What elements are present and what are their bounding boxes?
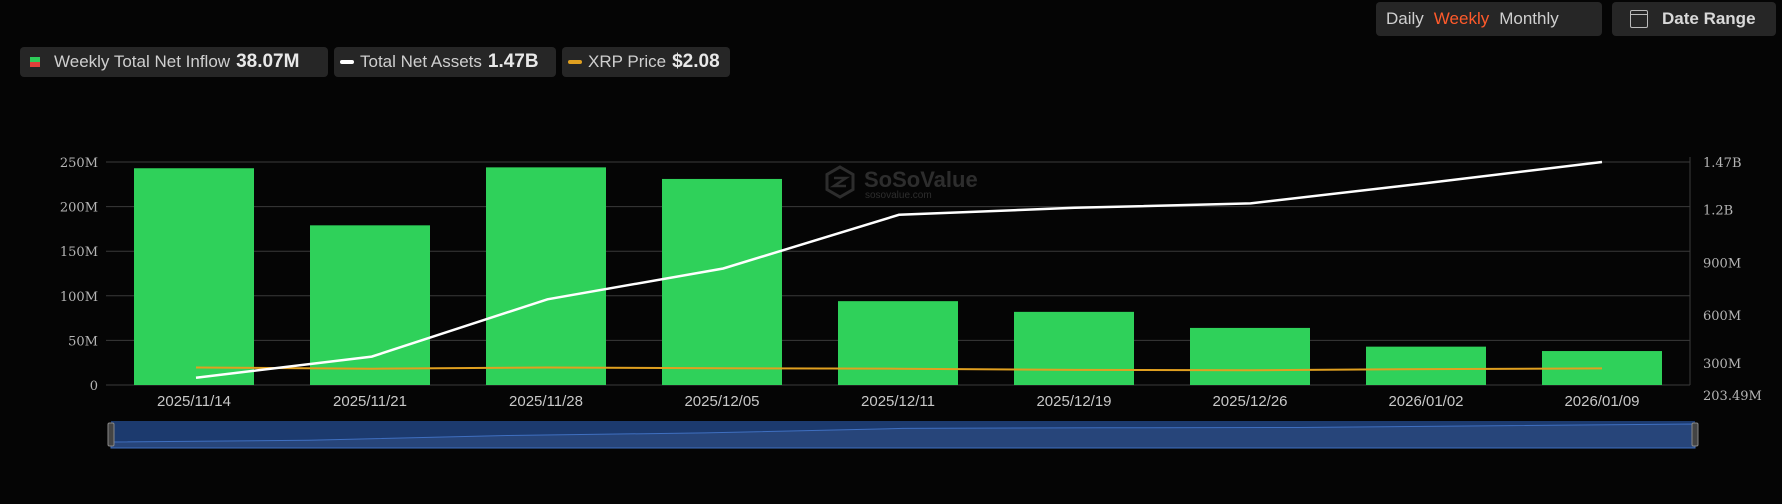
navigator-handle[interactable] xyxy=(1691,422,1699,447)
bar xyxy=(310,225,430,385)
bar xyxy=(1542,351,1662,385)
assets-swatch-icon xyxy=(340,60,354,64)
period-toggle: Daily Weekly Monthly xyxy=(1376,2,1602,36)
gridlines xyxy=(106,157,1691,386)
navigator-selection xyxy=(111,421,1695,448)
date-range-label: Date Range xyxy=(1662,9,1756,28)
legend-inflow[interactable]: Weekly Total Net Inflow 38.07M xyxy=(20,47,328,77)
left-axis-tick-label: 150M xyxy=(60,245,98,260)
bar xyxy=(1190,327,1310,385)
right-axis-tick-label: 1.2B xyxy=(1703,204,1733,219)
bar xyxy=(1366,346,1486,385)
left-axis: 0 50M 100M 150M 200M 250M xyxy=(60,156,98,394)
watermark-name: SoSoValue xyxy=(864,167,978,192)
right-axis-tick-label: 600M xyxy=(1703,309,1741,324)
right-axis-tick-label: 300M xyxy=(1703,357,1741,372)
date-range-button[interactable]: Date Range xyxy=(1612,2,1776,36)
navigator-area xyxy=(110,423,1696,449)
bars-series xyxy=(134,167,1662,385)
period-daily-button[interactable]: Daily xyxy=(1386,9,1424,28)
x-axis-tick-label: 2025/12/26 xyxy=(1212,393,1287,410)
left-axis-tick-label: 0 xyxy=(90,379,98,394)
left-axis-tick-label: 250M xyxy=(60,156,98,171)
right-axis-tick-label: 203.49M xyxy=(1703,389,1762,404)
calendar-icon xyxy=(1630,10,1648,28)
period-monthly-button[interactable]: Monthly xyxy=(1499,9,1559,28)
bar xyxy=(662,178,782,385)
legend-inflow-label: Weekly Total Net Inflow xyxy=(54,52,231,71)
legend-assets[interactable]: Total Net Assets 1.47B xyxy=(334,47,556,77)
range-navigator xyxy=(107,421,1699,449)
bar xyxy=(1014,311,1134,385)
navigator-handle[interactable] xyxy=(107,422,115,447)
right-axis: 203.49M 300M 600M 900M 1.2B 1.47B xyxy=(1703,156,1762,404)
line-series xyxy=(195,160,1603,379)
bar xyxy=(486,167,606,385)
period-weekly-button[interactable]: Weekly xyxy=(1433,9,1490,28)
x-axis-tick-label: 2025/11/14 xyxy=(157,393,231,410)
x-axis-tick-label: 2026/01/09 xyxy=(1564,393,1639,410)
legend-price[interactable]: XRP Price $2.08 xyxy=(562,47,730,77)
x-axis-tick-label: 2026/01/02 xyxy=(1388,393,1463,410)
x-axis: 2025/11/14 2025/11/21 2025/11/28 2025/12/05… xyxy=(157,393,1640,410)
legend-price-label: XRP Price xyxy=(588,52,667,71)
x-axis-tick-label: 2025/12/19 xyxy=(1036,393,1111,410)
total-net-assets-line xyxy=(195,160,1603,379)
left-axis-tick-label: 50M xyxy=(68,334,98,349)
left-axis-tick-label: 200M xyxy=(60,201,98,216)
watermark-url: sosovalue.com xyxy=(865,190,932,201)
legend-assets-label: Total Net Assets xyxy=(360,52,482,71)
left-axis-tick-label: 100M xyxy=(60,290,98,305)
x-axis-tick-label: 2025/12/11 xyxy=(861,393,935,410)
right-axis-tick-label: 900M xyxy=(1703,256,1741,271)
x-axis-tick-label: 2025/12/05 xyxy=(684,393,759,410)
watermark: SoSoValue sosovalue.com xyxy=(825,165,978,201)
right-axis-tick-label: 1.47B xyxy=(1703,156,1742,171)
legend-price-value: $2.08 xyxy=(672,51,720,72)
bar xyxy=(134,168,254,385)
watermark-logo-icon xyxy=(825,165,855,199)
legend-inflow-value: 38.07M xyxy=(236,51,300,72)
bar xyxy=(838,301,958,385)
x-axis-tick-label: 2025/11/28 xyxy=(509,393,583,410)
xrp-price-line xyxy=(195,366,1603,372)
inflow-swatch-icon xyxy=(30,57,40,67)
x-axis-tick-label: 2025/11/21 xyxy=(333,393,407,410)
legend-assets-value: 1.47B xyxy=(487,51,539,72)
price-swatch-icon xyxy=(568,60,582,64)
